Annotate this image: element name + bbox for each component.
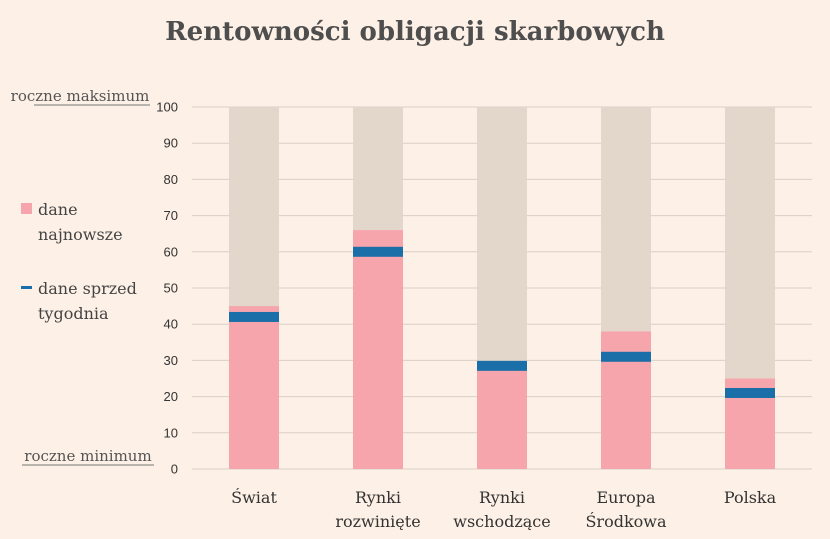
min-label: roczne minimum [24,447,151,465]
x-category-label: wschodzące [453,512,550,531]
latest-bar [353,230,403,469]
x-category-label: Rynki [479,488,525,507]
week-ago-marker [601,351,651,362]
legend-week-swatch [21,286,32,289]
legend-week-label: tygodnia [38,304,109,323]
latest-bar [477,367,527,469]
week-ago-marker [477,360,527,371]
legend-latest-swatch [21,203,32,214]
x-category-label: Europa [596,488,656,507]
y-tick-label: 50 [164,281,178,296]
x-category-label: Środkowa [585,511,667,531]
week-ago-marker [725,387,775,398]
chart-title: Rentowności obligacji skarbowych [165,17,665,47]
y-tick-label: 20 [164,389,178,404]
y-tick-label: 90 [164,136,178,151]
week-ago-marker [229,311,279,322]
y-tick-label: 30 [164,353,178,368]
legend-latest-label: najnowsze [38,225,123,244]
y-tick-label: 60 [164,244,178,259]
x-category-label: rozwinięte [335,512,420,531]
latest-bar [229,306,279,469]
max-label: roczne maksimum [11,87,150,105]
x-category-label: Rynki [355,488,401,507]
legend: dane najnowsze dane sprzed tygodnia [21,200,137,323]
x-category-label: Świat [231,487,277,507]
legend-week-label: dane sprzed [38,279,137,298]
y-tick-label: 0 [171,462,178,477]
x-category-label: Polska [724,488,777,507]
week-ago-marker [353,246,403,257]
legend-latest-label: dane [38,200,78,219]
y-tick-label: 100 [156,100,178,115]
x-axis: Świat Rynki rozwinięte Rynki wschodzące Europ… [231,487,776,531]
y-tick-label: 70 [164,208,178,223]
range-labels: roczne maksimum roczne minimum [11,87,154,466]
y-tick-label: 10 [164,425,178,440]
y-axis: 0 10 20 30 40 50 60 70 80 90 100 [156,100,178,477]
bars [229,107,775,469]
y-tick-label: 80 [164,172,178,187]
y-tick-label: 40 [164,317,178,332]
